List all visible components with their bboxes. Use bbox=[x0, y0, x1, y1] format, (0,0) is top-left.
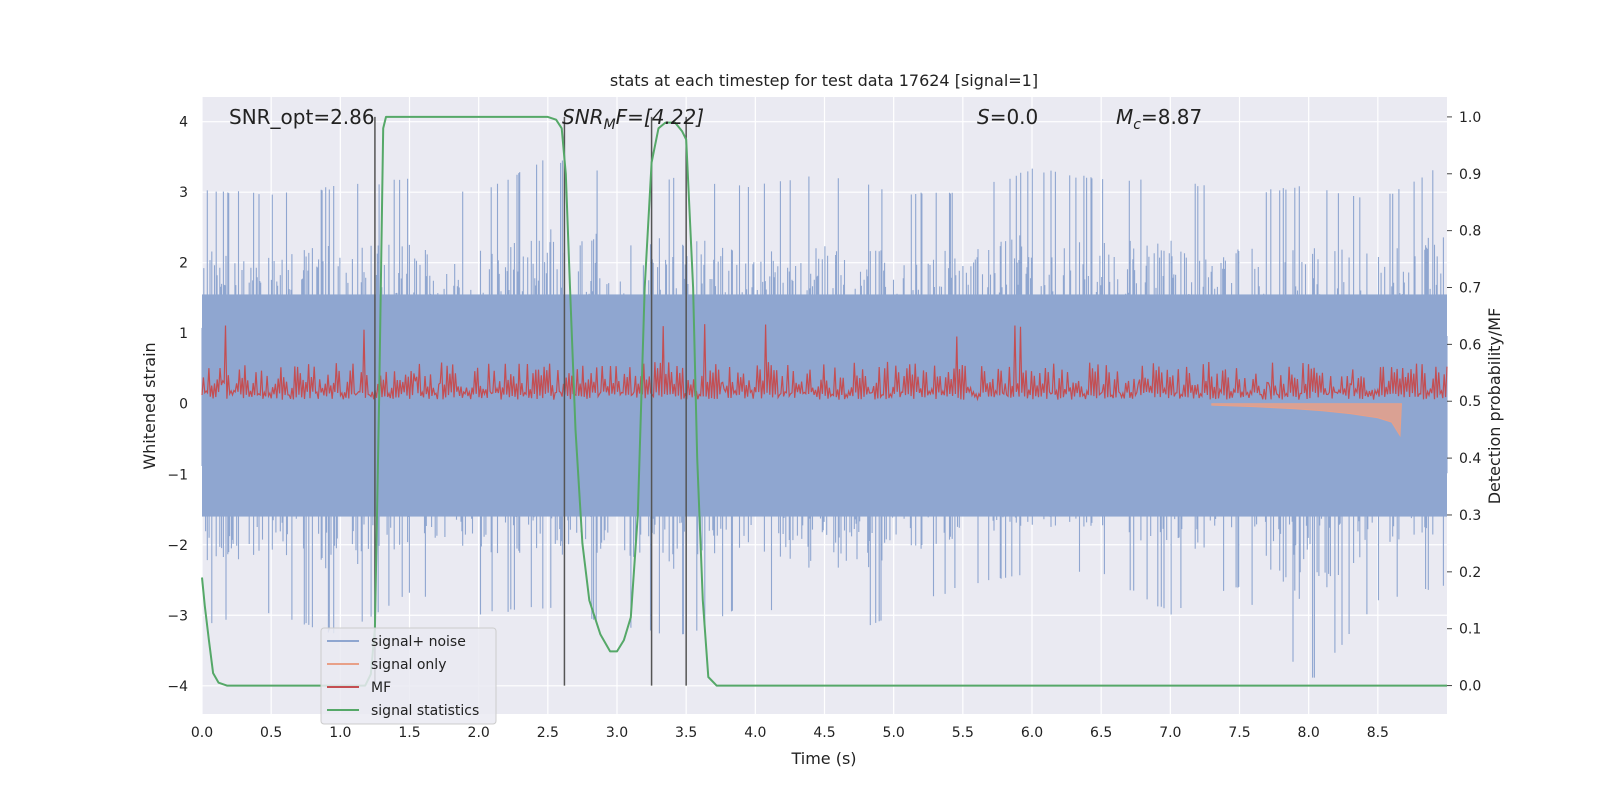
left-y-tick-label: 1 bbox=[179, 326, 188, 342]
left-y-tick-label: −4 bbox=[167, 679, 188, 695]
x-tick-label: 1.5 bbox=[398, 725, 420, 741]
x-axis-label: Time (s) bbox=[790, 749, 856, 768]
right-y-tick-label: 0.8 bbox=[1459, 224, 1481, 240]
left-y-axis-ticks: 4 3 2 1 0 −1 −2 −3 −4 bbox=[167, 115, 188, 695]
legend-box bbox=[320, 627, 497, 725]
x-tick-label: 0.5 bbox=[260, 725, 282, 741]
signal-only-series bbox=[1211, 403, 1402, 438]
left-y-tick-label: 0 bbox=[179, 397, 188, 413]
x-tick-label: 5.0 bbox=[883, 725, 905, 741]
chart-title: stats at each timestep for test data 176… bbox=[610, 71, 1038, 90]
mf-line bbox=[201, 324, 1448, 402]
x-tick-label: 8.5 bbox=[1367, 725, 1389, 741]
mc-annotation: Mc=8.87 bbox=[1116, 105, 1202, 133]
legend-label-signal-statistics: signal statistics bbox=[371, 703, 479, 719]
x-tick-label: 3.5 bbox=[675, 725, 697, 741]
right-y-axis-label: Detection probability/MF bbox=[1485, 308, 1504, 505]
x-axis-ticks: 0.0 0.5 1.0 1.5 2.0 2.5 3.0 3.5 4.0 4.5 5.0 5.5 6.0 6… bbox=[191, 725, 1389, 741]
right-y-tick-label: 0.9 bbox=[1459, 167, 1481, 183]
legend-label-signal-only: signal only bbox=[371, 657, 446, 673]
x-tick-label: 6.0 bbox=[1021, 725, 1043, 741]
left-y-tick-label: 3 bbox=[179, 185, 188, 201]
snr-mf-annotation: SNRMF=[4.22] bbox=[562, 105, 704, 133]
x-tick-label: 0.0 bbox=[191, 725, 213, 741]
x-tick-label: 3.0 bbox=[606, 725, 628, 741]
legend-label-mf: MF bbox=[371, 680, 391, 696]
right-y-tick-label: 0.5 bbox=[1459, 394, 1481, 410]
left-y-tick-label: 2 bbox=[179, 256, 188, 272]
x-tick-label: 1.0 bbox=[329, 725, 351, 741]
mf-series bbox=[201, 324, 1448, 402]
right-y-tick-label: 0.4 bbox=[1459, 451, 1481, 467]
right-y-tick-label: 0.0 bbox=[1459, 679, 1481, 695]
right-y-tick-label: 0.1 bbox=[1459, 622, 1481, 638]
x-tick-label: 4.5 bbox=[813, 725, 835, 741]
right-y-tick-label: 0.3 bbox=[1459, 508, 1481, 524]
signal-only-line bbox=[1211, 403, 1402, 438]
x-tick-label: 8.0 bbox=[1298, 725, 1320, 741]
s-annotation: S=0.0 bbox=[977, 105, 1038, 129]
left-y-tick-label: −3 bbox=[167, 608, 188, 624]
x-tick-label: 5.5 bbox=[952, 725, 974, 741]
legend-label-signal-noise: signal+ noise bbox=[371, 634, 466, 650]
x-tick-label: 2.5 bbox=[537, 725, 559, 741]
left-y-tick-label: −2 bbox=[167, 538, 188, 554]
x-tick-label: 2.0 bbox=[468, 725, 490, 741]
right-y-tick-label: 0.6 bbox=[1459, 337, 1481, 353]
left-y-tick-label: 4 bbox=[179, 115, 188, 131]
snr-opt-annotation: SNR_opt=2.86 bbox=[229, 105, 375, 129]
right-y-tick-label: 0.7 bbox=[1459, 281, 1481, 297]
x-tick-label: 6.5 bbox=[1090, 725, 1112, 741]
left-y-tick-label: −1 bbox=[167, 467, 188, 483]
right-y-tick-label: 0.2 bbox=[1459, 565, 1481, 581]
x-tick-label: 4.0 bbox=[744, 725, 766, 741]
right-y-tick-label: 1.0 bbox=[1459, 110, 1481, 126]
left-y-axis-label: Whitened strain bbox=[140, 342, 159, 469]
legend: signal+ noise signal only MF signal stat… bbox=[320, 627, 497, 725]
x-tick-label: 7.5 bbox=[1228, 725, 1250, 741]
x-tick-label: 7.0 bbox=[1159, 725, 1181, 741]
right-y-axis-ticks: 1.0 0.9 0.8 0.7 0.6 0.5 0.4 0.3 0.2 0.1 0.0 bbox=[1447, 110, 1481, 695]
